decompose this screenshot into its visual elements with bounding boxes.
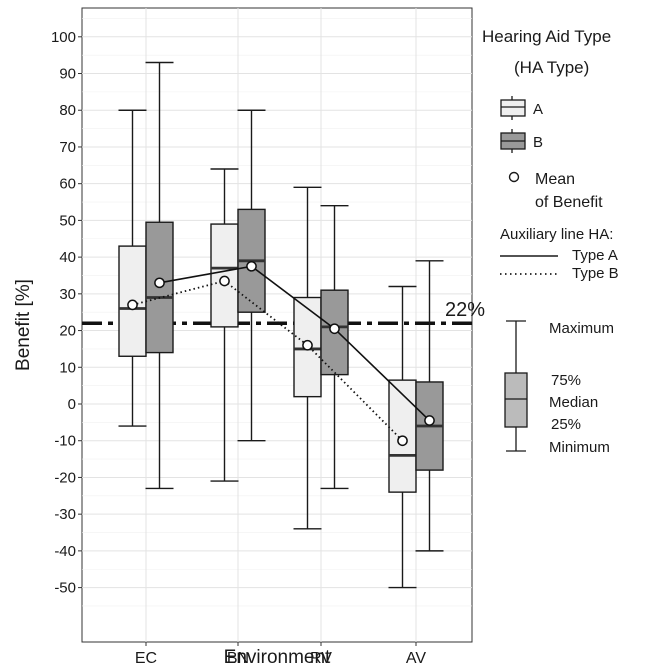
x-tick-label-bn: BN bbox=[227, 650, 249, 667]
legend-mean-marker bbox=[508, 171, 520, 183]
x-tick-label-av: AV bbox=[406, 650, 426, 667]
y-tick-label: 20 bbox=[59, 323, 76, 340]
y-axis: -50 -40 -30 -20 -10 0 10 20 30 40 50 60 70 80 90 100 bbox=[51, 29, 82, 597]
legend-key-q3: 75% bbox=[551, 372, 581, 389]
legend-boxplot-key bbox=[504, 320, 528, 452]
legend-key-median: Median bbox=[549, 394, 598, 411]
legend-key-maximum: Maximum bbox=[549, 320, 614, 337]
legend-key-q1: 25% bbox=[551, 416, 581, 433]
box-b-av bbox=[415, 260, 444, 552]
legend-mean-label-line1: Mean bbox=[535, 171, 575, 188]
y-tick-label: -10 bbox=[54, 433, 76, 450]
y-tick-label: 90 bbox=[59, 66, 76, 83]
y-tick-label: 40 bbox=[59, 249, 76, 266]
y-tick-label: -40 bbox=[54, 543, 76, 560]
mean-point-b-av bbox=[424, 415, 435, 426]
mean-point-b-rv bbox=[329, 323, 340, 335]
mean-lines bbox=[127, 260, 435, 447]
y-tick-label: 60 bbox=[59, 176, 76, 193]
mean-point-a-ec bbox=[127, 299, 138, 311]
x-tick-label-rv: RV bbox=[310, 650, 332, 667]
legend-key-minimum: Minimum bbox=[549, 439, 610, 456]
y-tick-label: 100 bbox=[51, 29, 76, 46]
x-axis-title: Environment bbox=[224, 647, 331, 667]
legend-key-a bbox=[500, 96, 526, 120]
mean-line-b bbox=[159, 265, 431, 422]
y-tick-label: 10 bbox=[59, 359, 76, 376]
legend: Hearing Aid Type (HA Type) A B Mean of B… bbox=[482, 27, 619, 456]
box-b-bn bbox=[237, 109, 266, 442]
mean-point-a-av bbox=[397, 435, 408, 447]
legend-label-b: B bbox=[533, 134, 543, 151]
x-tick-label-ec: EC bbox=[135, 650, 157, 667]
mean-point-a-bn bbox=[219, 275, 230, 287]
y-tick-label: 70 bbox=[59, 139, 76, 156]
legend-key-b bbox=[500, 129, 526, 153]
y-axis-title: Benefit [%] bbox=[13, 279, 34, 371]
y-tick-label: 30 bbox=[59, 286, 76, 303]
legend-label-a: A bbox=[533, 101, 543, 118]
y-tick-label: -30 bbox=[54, 506, 76, 523]
legend-aux-type-b: Type B bbox=[572, 265, 619, 282]
y-tick-label: 50 bbox=[59, 212, 76, 229]
y-tick-label: -20 bbox=[54, 469, 76, 486]
x-axis: EC BN RV AV bbox=[135, 642, 426, 667]
y-tick-label: -50 bbox=[54, 580, 76, 597]
legend-mean-label-line2: of Benefit bbox=[535, 194, 603, 211]
legend-title-line1: Hearing Aid Type bbox=[482, 27, 611, 46]
reference-line-label: 22% bbox=[445, 299, 485, 321]
mean-point-b-bn bbox=[246, 260, 257, 272]
legend-aux-title: Auxiliary line HA: bbox=[500, 226, 613, 243]
iqr-box bbox=[210, 223, 239, 328]
legend-title-line2: (HA Type) bbox=[514, 58, 589, 77]
legend-aux-type-a: Type A bbox=[572, 247, 618, 264]
mean-point-a-rv bbox=[302, 339, 313, 351]
mean-point-b-ec bbox=[154, 277, 165, 289]
box-a-ec bbox=[118, 109, 147, 427]
y-tick-label: 80 bbox=[59, 102, 76, 119]
y-tick-label: 0 bbox=[68, 396, 76, 413]
